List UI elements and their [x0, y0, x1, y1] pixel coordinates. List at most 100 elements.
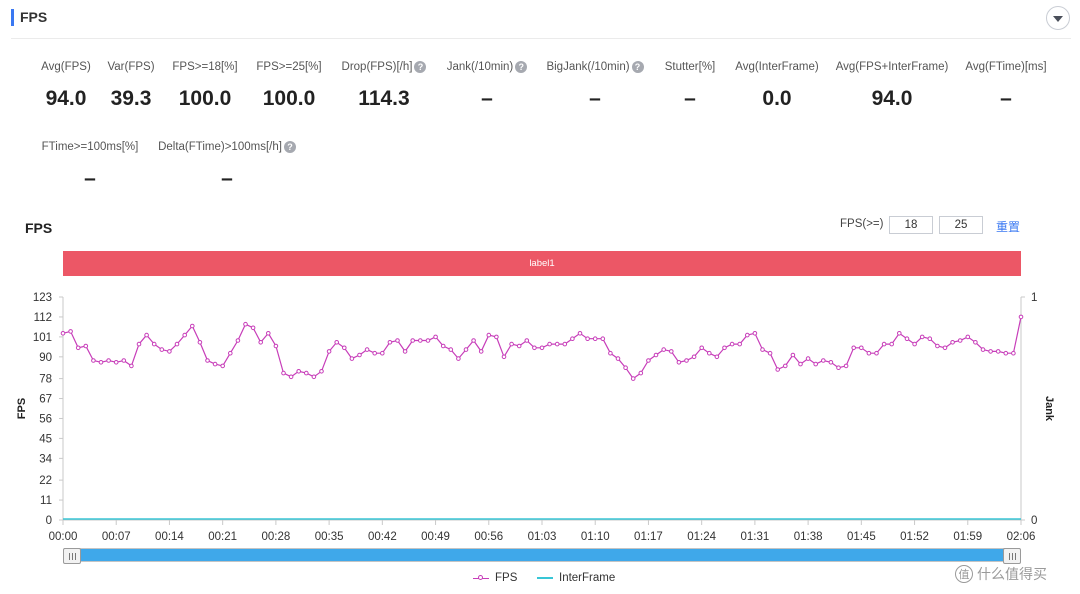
fps-point: [304, 370, 309, 376]
y-tick-label: 45: [39, 433, 52, 445]
metric-value: –: [684, 87, 696, 110]
label-band[interactable]: label1: [63, 251, 1021, 276]
fps-point: [843, 363, 849, 369]
fps-point: [266, 331, 271, 336]
watermark-logo-icon: 值: [955, 565, 973, 583]
fps-point: [486, 332, 492, 338]
metric-6: Jank(/10min)? –: [407, 61, 567, 111]
fps-point: [767, 350, 773, 356]
fps-point: [927, 336, 933, 342]
help-icon[interactable]: ?: [283, 141, 296, 153]
fps-point: [957, 338, 963, 343]
fps-point: [296, 369, 302, 374]
x-tick-label: 00:42: [368, 531, 397, 543]
fps-point: [950, 340, 955, 345]
metric-12: FTime>=100ms[%] –: [10, 141, 170, 191]
metric-8: Stutter[%] –: [610, 61, 770, 111]
fps-point: [98, 360, 104, 365]
zoom-slider-track[interactable]: [64, 548, 1020, 562]
y-tick-label: 34: [39, 453, 52, 465]
fps-point: [410, 338, 416, 343]
legend-item-fps[interactable]: FPS: [473, 572, 517, 584]
header-divider: [11, 38, 1071, 39]
metric-label: Jank(/10min): [446, 61, 514, 73]
fps-point: [228, 350, 233, 356]
x-tick-label: 01:38: [794, 531, 823, 543]
fps-point: [623, 365, 628, 371]
fps-point: [372, 350, 378, 356]
metric-4: FPS>=25[%] 100.0: [209, 61, 369, 111]
y2-tick-label: 1: [1031, 292, 1037, 304]
watermark: 值 什么值得买: [955, 564, 1047, 584]
x-tick-label: 01:24: [687, 531, 716, 543]
fps-point: [752, 331, 758, 336]
fps-point: [258, 340, 264, 345]
fps-point: [699, 345, 705, 351]
fps-point: [60, 331, 66, 336]
fps-point: [68, 329, 73, 334]
metric-1: Avg(FPS) 94.0: [0, 61, 146, 111]
collapse-button[interactable]: [1046, 6, 1070, 30]
interframe-line-icon: [537, 577, 553, 579]
fps-point: [897, 331, 902, 336]
chart-title: FPS: [25, 220, 53, 236]
fps-point: [669, 349, 674, 354]
fps-point: [904, 336, 910, 342]
fps-threshold-1-input[interactable]: [889, 216, 933, 234]
fps-point: [919, 334, 925, 340]
fps-point: [425, 338, 431, 343]
fps-point: [402, 349, 408, 354]
legend-item-interframe[interactable]: InterFrame: [537, 572, 615, 584]
fps-point: [501, 354, 507, 360]
fps-point: [319, 369, 324, 374]
fps-point: [1011, 350, 1016, 356]
help-icon[interactable]: ?: [414, 61, 427, 73]
x-tick-label: 00:28: [261, 531, 290, 543]
metric-value: –: [1000, 87, 1012, 110]
fps-point: [516, 343, 522, 349]
fps-point: [988, 349, 993, 354]
fps-point: [220, 363, 225, 369]
fps-threshold-label: FPS(>=): [840, 218, 884, 230]
fps-point: [509, 341, 514, 347]
fps-point: [311, 374, 317, 380]
metric-label: Avg(FTime)[ms]: [965, 61, 1047, 73]
help-icon[interactable]: ?: [515, 61, 528, 73]
metric-7: BigJank(/10min)? –: [515, 61, 675, 111]
fps-point: [395, 338, 400, 343]
fps-point: [440, 343, 446, 349]
metric-5: Drop(FPS)[/h]? 114.3: [304, 61, 464, 111]
metric-label: FPS>=18[%]: [172, 61, 238, 73]
metric-label: Var(FPS): [107, 61, 155, 73]
metric-label: Avg(FPS+InterFrame): [835, 61, 949, 73]
zoom-slider-left-handle[interactable]: [63, 548, 81, 564]
fps-point: [205, 358, 210, 363]
x-tick-label: 01:31: [740, 531, 769, 543]
fps-point: [387, 340, 393, 345]
x-tick-label: 00:21: [208, 531, 237, 543]
fps-point: [113, 360, 119, 365]
fps-point: [364, 347, 370, 352]
help-icon[interactable]: ?: [631, 61, 644, 73]
fps-point: [463, 347, 469, 352]
y-tick-label: 67: [39, 394, 52, 406]
fps-point: [995, 349, 1001, 354]
fps-threshold-2-input[interactable]: [939, 216, 983, 234]
fps-point: [136, 341, 142, 347]
x-tick-label: 01:45: [847, 531, 876, 543]
fps-point: [745, 332, 750, 338]
metric-label: Drop(FPS)[/h]: [341, 61, 413, 73]
y-tick-label: 11: [40, 495, 52, 507]
watermark-text: 什么值得买: [977, 567, 1047, 583]
zoom-slider-right-handle[interactable]: [1003, 548, 1021, 564]
reset-link[interactable]: 重置: [996, 220, 1021, 234]
metric-label: FTime>=100ms[%]: [41, 141, 139, 153]
x-tick-label: 00:49: [421, 531, 450, 543]
fps-point: [881, 341, 887, 347]
fps-point: [539, 345, 545, 351]
fps-point: [828, 360, 834, 365]
fps-point: [83, 343, 89, 349]
fps-point: [243, 321, 248, 327]
fps-point: [250, 325, 256, 331]
